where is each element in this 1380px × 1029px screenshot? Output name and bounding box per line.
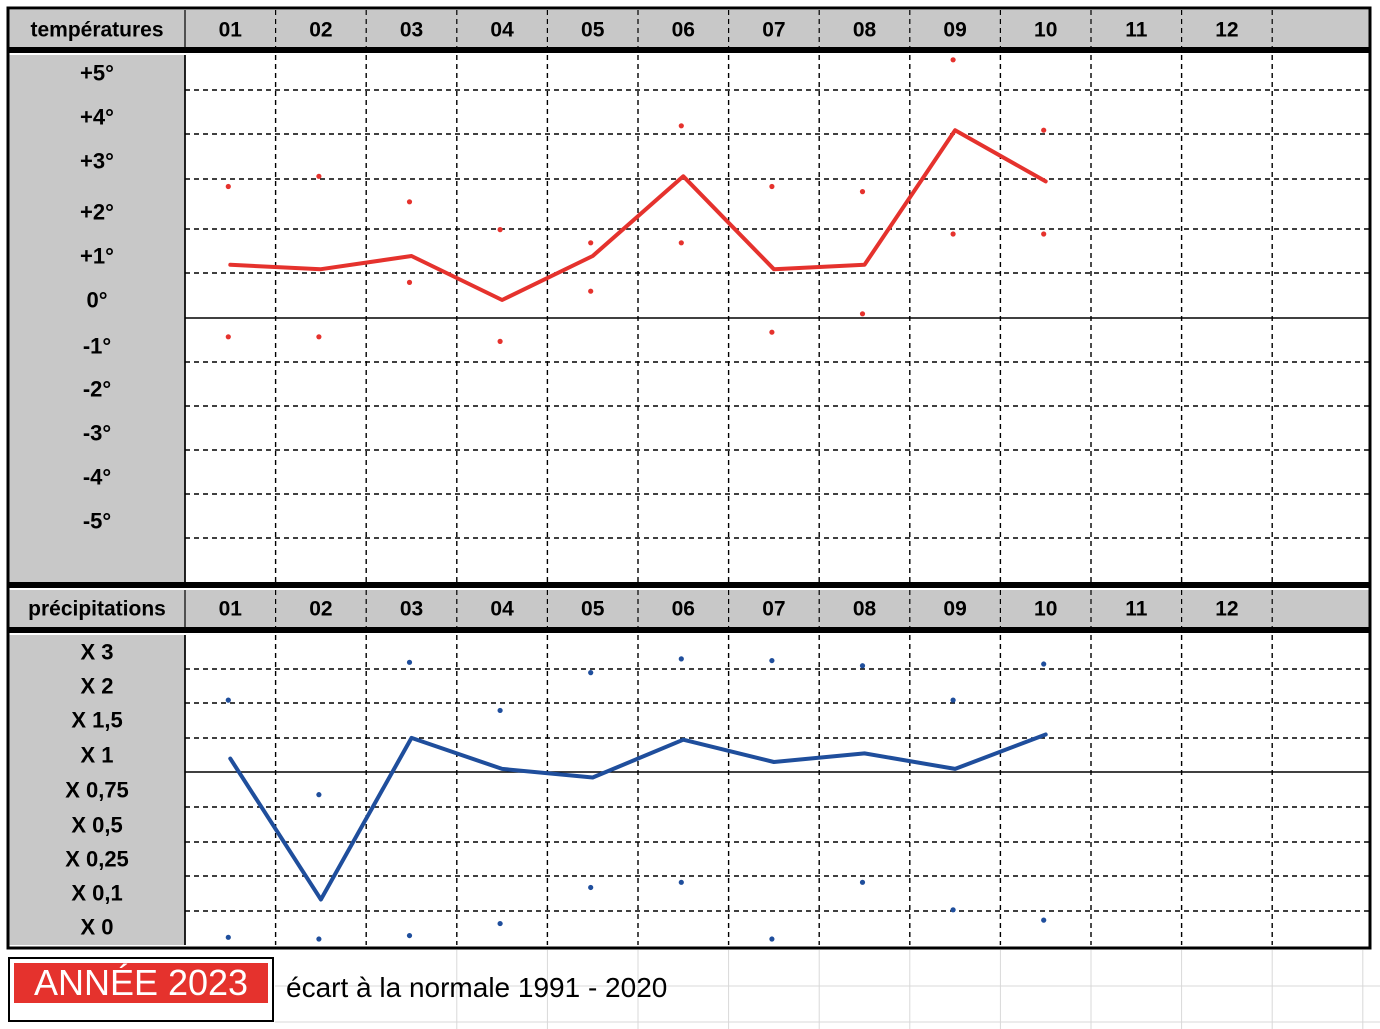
temp-header-bg [8,10,1370,47]
temp-month-09: 09 [943,19,966,42]
temp-mean-line [228,128,1048,302]
precip-month-10: 10 [1034,598,1057,621]
precip-month-11: 11 [1125,598,1148,621]
temp-max-marker-01 [225,183,231,190]
temp-month-01: 01 [219,19,243,42]
temp-min-marker-05 [588,288,594,294]
precip-month-12: 12 [1215,598,1238,621]
precip-header-bg [8,590,1370,627]
temp-ylabel: +1° [80,244,114,269]
temp-month-04: 04 [490,19,514,42]
temp-min-marker-10 [1041,231,1047,237]
precip-ylabel: X 0,1 [71,881,122,906]
precip-lower-marker-07 [769,936,775,942]
precip-ylabel: X 0,25 [65,847,129,872]
temp-ylabel: -3° [83,421,111,446]
precip-ylabel: X 1 [80,743,113,768]
temp-month-12: 12 [1215,19,1238,42]
temp-max-marker-03 [406,199,413,205]
precip-lower-marker-10 [1041,917,1047,923]
precip-upper-marker-03 [406,659,413,665]
temp-header-label: températures [30,19,163,42]
precip-upper-marker-02 [316,792,322,798]
precip-month-05: 05 [581,598,605,621]
temp-min-marker-08 [859,311,866,317]
temp-month-08: 08 [853,19,877,42]
precip-lower-marker-05 [588,884,594,891]
precip-month-04: 04 [490,598,514,621]
precip-upper-marker-08 [859,663,866,669]
precip-lower-marker-02 [316,936,322,942]
precip-ylabel: X 2 [80,674,113,699]
precip-lower-marker-01 [225,934,231,940]
precip-upper-marker-07 [769,657,775,664]
precip-month-02: 02 [309,598,332,621]
precip-lower-marker-03 [406,932,413,939]
precip-month-06: 06 [672,598,695,621]
temp-label-panel [8,55,185,582]
temp-ylabel: +5° [80,61,114,86]
precip-label-panel [8,635,185,945]
temp-max-marker-05 [588,240,594,246]
precip-month-09: 09 [943,598,966,621]
precip-month-07: 07 [762,598,785,621]
temp-ylabel: +4° [80,105,114,130]
temp-max-marker-06 [678,123,684,129]
temp-min-marker-09 [950,231,956,237]
precip-lower-marker-06 [678,879,684,885]
temp-month-11: 11 [1125,19,1148,42]
temp-month-05: 05 [581,19,605,42]
precip-ylabel: X 0,75 [65,778,129,803]
temp-max-marker-02 [316,173,322,179]
temp-month-02: 02 [309,19,332,42]
precip-ylabel: X 3 [80,640,113,665]
temp-month-10: 10 [1034,19,1057,42]
temp-month-03: 03 [400,19,423,42]
precip-upper-marker-09 [950,697,956,703]
precip-lower-marker-04 [497,920,503,927]
temp-min-marker-02 [316,334,322,340]
precip-upper-marker-05 [588,670,594,676]
temp-ylabel: -5° [83,509,111,534]
normal-period-note: écart à la normale 1991 - 2020 [286,972,668,1003]
precip-ylabel: X 0,5 [71,813,122,838]
temp-min-marker-04 [497,338,503,344]
temp-max-marker-04 [497,227,503,233]
temp-ylabel: -2° [83,377,111,402]
precip-mean-line [228,732,1048,902]
temp-ylabel: -4° [83,465,111,490]
chart-frame [6,6,1372,950]
chart-outer-border [6,6,1372,950]
temp-min-marker-03 [406,279,413,285]
precip-month-01: 01 [219,598,243,621]
temp-ylabel: -1° [83,334,111,359]
precip-upper-marker-10 [1041,661,1047,667]
precip-lower-marker-09 [950,907,956,913]
precip-ylabel: X 0 [80,915,113,940]
precip-month-03: 03 [400,598,423,621]
temp-max-marker-10 [1041,127,1047,133]
precip-upper-marker-04 [497,707,503,714]
year-badge: ANNÉE 2023 [8,957,274,1022]
temp-ylabel: 0° [86,288,107,313]
year-badge-label: ANNÉE 2023 [14,963,268,1003]
temp-max-marker-07 [769,183,775,190]
temp-month-06: 06 [672,19,695,42]
temp-max-marker-09 [950,57,956,63]
temp-min-marker-06 [678,240,684,246]
temp-min-marker-01 [225,334,231,340]
temp-month-07: 07 [762,19,785,42]
temp-ylabel: +3° [80,149,114,174]
precip-month-08: 08 [853,598,877,621]
temp-ylabel: +2° [80,200,114,225]
precip-lower-marker-08 [859,879,866,885]
temp-min-marker-07 [769,329,775,335]
precip-ylabel: X 1,5 [71,708,122,733]
temp-max-marker-08 [859,189,866,195]
precip-upper-marker-01 [225,697,231,703]
precip-upper-marker-06 [678,656,684,662]
precip-header-label: précipitations [28,598,166,621]
